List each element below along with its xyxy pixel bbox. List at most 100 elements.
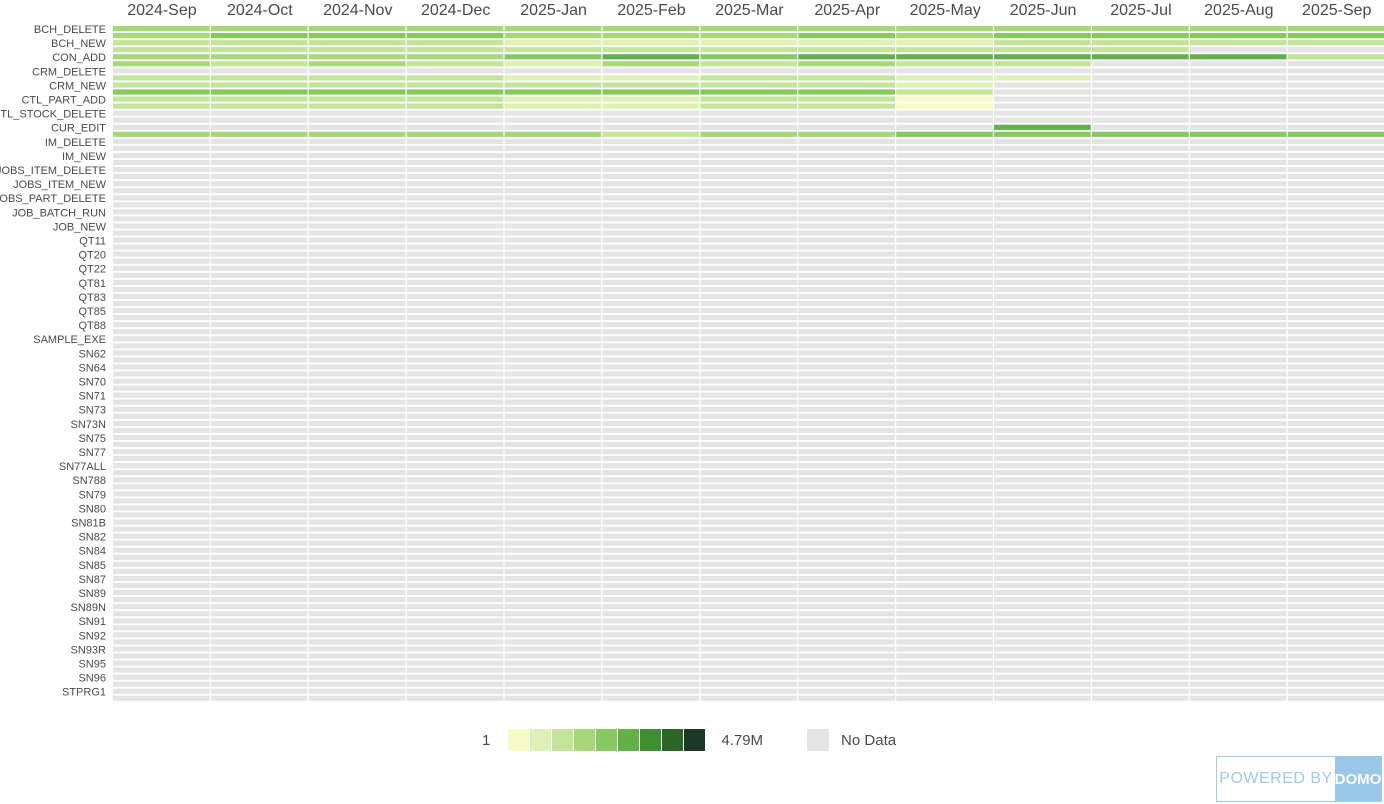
- heatmap-cell[interactable]: [1287, 343, 1384, 349]
- heatmap-cell[interactable]: [1189, 512, 1287, 518]
- heatmap-cell[interactable]: [504, 449, 602, 455]
- heatmap-cell[interactable]: [602, 237, 700, 243]
- heatmap-cell[interactable]: [1189, 152, 1287, 159]
- heatmap-cell[interactable]: [504, 329, 602, 335]
- heatmap-cell[interactable]: [504, 526, 602, 532]
- heatmap-cell[interactable]: [1092, 646, 1189, 652]
- heatmap-cell[interactable]: [308, 174, 406, 180]
- heatmap-cell[interactable]: [308, 265, 406, 271]
- heatmap-cell[interactable]: [1189, 406, 1287, 412]
- heatmap-cell[interactable]: [113, 33, 210, 39]
- heatmap-cell[interactable]: [504, 695, 602, 701]
- heatmap-cell[interactable]: [1287, 449, 1384, 455]
- heatmap-cell[interactable]: [113, 47, 210, 53]
- heatmap-cell[interactable]: [406, 202, 504, 208]
- heatmap-cell[interactable]: [1092, 159, 1189, 166]
- heatmap-cell[interactable]: [896, 420, 993, 426]
- heatmap-cell[interactable]: [504, 188, 602, 194]
- heatmap-cell[interactable]: [504, 512, 602, 518]
- heatmap-cell[interactable]: [798, 272, 895, 278]
- heatmap-cell[interactable]: [700, 181, 798, 187]
- heatmap-cell[interactable]: [798, 265, 895, 271]
- heatmap-cell[interactable]: [602, 357, 700, 363]
- heatmap-cell[interactable]: [1287, 639, 1384, 645]
- heatmap-cell[interactable]: [1092, 427, 1189, 433]
- heatmap-cell[interactable]: [700, 618, 798, 624]
- heatmap-cell[interactable]: [1287, 470, 1384, 476]
- heatmap-cell[interactable]: [602, 159, 700, 166]
- heatmap-cell[interactable]: [1092, 470, 1189, 476]
- heatmap-cell[interactable]: [798, 625, 895, 631]
- heatmap-cell[interactable]: [994, 597, 1091, 603]
- heatmap-cell[interactable]: [504, 498, 602, 504]
- heatmap-cell[interactable]: [994, 230, 1091, 236]
- heatmap-cell[interactable]: [113, 681, 210, 687]
- heatmap-cell[interactable]: [1189, 554, 1287, 560]
- heatmap-cell[interactable]: [700, 491, 798, 497]
- heatmap-cell[interactable]: [406, 336, 504, 342]
- heatmap-cell[interactable]: [504, 68, 602, 74]
- heatmap-cell[interactable]: [896, 47, 993, 53]
- heatmap-cell[interactable]: [798, 660, 895, 666]
- heatmap-cell[interactable]: [1189, 392, 1287, 398]
- heatmap-cell[interactable]: [1092, 131, 1189, 137]
- heatmap-cell[interactable]: [896, 554, 993, 560]
- heatmap-cell[interactable]: [504, 413, 602, 419]
- heatmap-cell[interactable]: [994, 336, 1091, 342]
- heatmap-cell[interactable]: [1189, 364, 1287, 370]
- heatmap-cell[interactable]: [504, 40, 602, 46]
- heatmap-cell[interactable]: [896, 688, 993, 694]
- heatmap-cell[interactable]: [798, 378, 895, 384]
- heatmap-cell[interactable]: [994, 406, 1091, 412]
- heatmap-cell[interactable]: [994, 512, 1091, 518]
- heatmap-cell[interactable]: [700, 632, 798, 638]
- heatmap-cell[interactable]: [700, 33, 798, 39]
- heatmap-cell[interactable]: [1092, 491, 1189, 497]
- heatmap-cell[interactable]: [113, 54, 210, 60]
- heatmap-cell[interactable]: [1287, 456, 1384, 462]
- heatmap-cell[interactable]: [896, 491, 993, 497]
- heatmap-cell[interactable]: [602, 590, 700, 596]
- heatmap-cell[interactable]: [406, 456, 504, 462]
- heatmap-cell[interactable]: [406, 364, 504, 370]
- heatmap-cell[interactable]: [602, 343, 700, 349]
- heatmap-cell[interactable]: [896, 181, 993, 187]
- heatmap-cell[interactable]: [700, 533, 798, 539]
- heatmap-cell[interactable]: [798, 230, 895, 236]
- heatmap-cell[interactable]: [210, 434, 308, 441]
- heatmap-cell[interactable]: [798, 329, 895, 335]
- heatmap-cell[interactable]: [113, 575, 210, 582]
- heatmap-cell[interactable]: [504, 167, 602, 173]
- heatmap-cell[interactable]: [308, 632, 406, 638]
- heatmap-cell[interactable]: [896, 406, 993, 412]
- heatmap-cell[interactable]: [994, 138, 1091, 144]
- heatmap-cell[interactable]: [700, 498, 798, 504]
- heatmap-cell[interactable]: [1189, 308, 1287, 314]
- heatmap-cell[interactable]: [113, 181, 210, 187]
- heatmap-cell[interactable]: [896, 329, 993, 335]
- heatmap-cell[interactable]: [994, 470, 1091, 476]
- heatmap-cell[interactable]: [113, 265, 210, 271]
- heatmap-cell[interactable]: [700, 392, 798, 398]
- heatmap-cell[interactable]: [308, 209, 406, 215]
- heatmap-cell[interactable]: [1092, 561, 1189, 567]
- heatmap-cell[interactable]: [602, 660, 700, 666]
- heatmap-cell[interactable]: [896, 145, 993, 151]
- heatmap-cell[interactable]: [1092, 272, 1189, 278]
- heatmap-cell[interactable]: [1287, 350, 1384, 356]
- heatmap-cell[interactable]: [798, 96, 895, 102]
- heatmap-cell[interactable]: [504, 463, 602, 469]
- heatmap-cell[interactable]: [406, 174, 504, 180]
- heatmap-cell[interactable]: [113, 519, 210, 525]
- heatmap-cell[interactable]: [406, 89, 504, 95]
- heatmap-cell[interactable]: [1189, 54, 1287, 60]
- heatmap-cell[interactable]: [1287, 512, 1384, 518]
- heatmap-cell[interactable]: [994, 350, 1091, 356]
- heatmap-cell[interactable]: [700, 449, 798, 455]
- heatmap-cell[interactable]: [406, 300, 504, 307]
- heatmap-cell[interactable]: [406, 371, 504, 377]
- heatmap-cell[interactable]: [994, 646, 1091, 652]
- heatmap-cell[interactable]: [700, 399, 798, 405]
- heatmap-cell[interactable]: [210, 484, 308, 490]
- heatmap-cell[interactable]: [1189, 427, 1287, 433]
